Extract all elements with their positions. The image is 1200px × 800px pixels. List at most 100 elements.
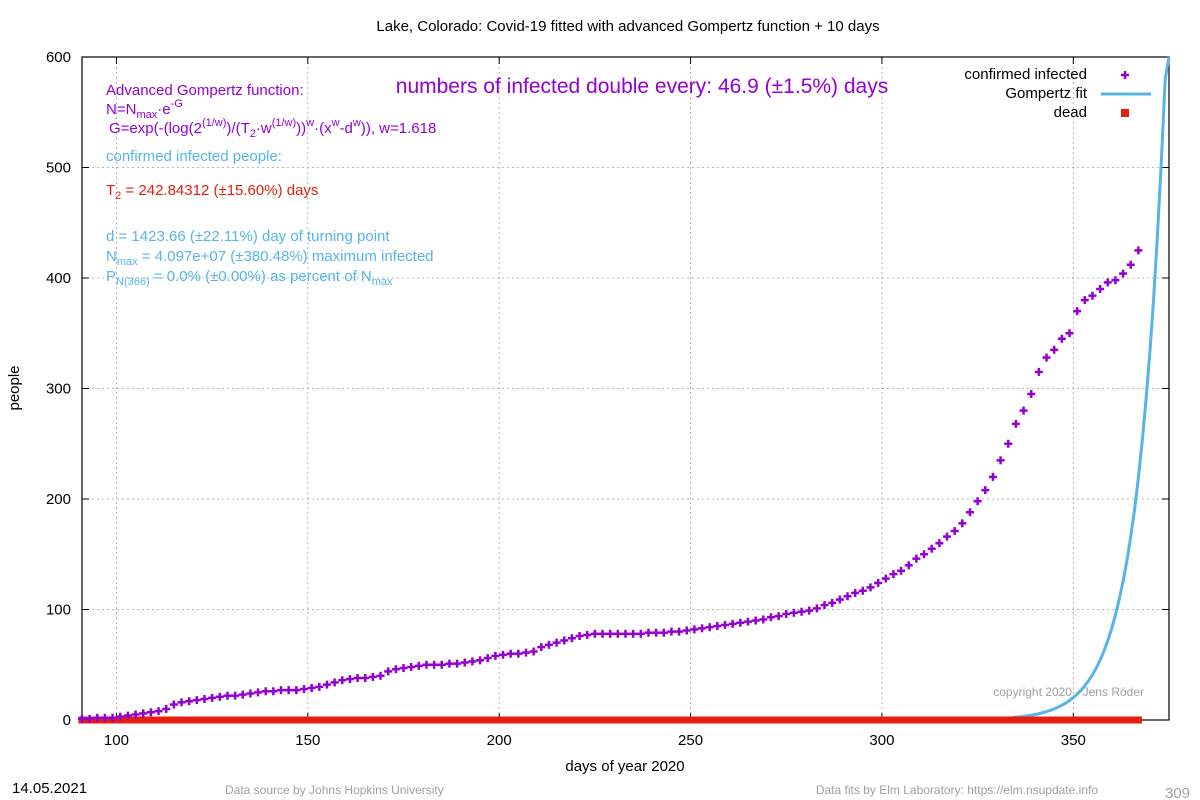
infected-point [652, 628, 661, 637]
infected-point [950, 527, 959, 536]
dead-point [878, 716, 886, 724]
dead-point [1123, 716, 1131, 724]
dead-point [499, 716, 507, 724]
dead-point [576, 716, 584, 724]
x-axis-label: days of year 2020 [565, 758, 684, 775]
infected-point [552, 638, 561, 647]
infected-point [698, 624, 707, 633]
infected-point [897, 566, 906, 575]
dead-point [327, 716, 335, 724]
dead-point [698, 716, 706, 724]
infected-point [162, 704, 171, 713]
dead-point [147, 716, 155, 724]
dead-point [798, 716, 806, 724]
dead-point [514, 716, 522, 724]
dead-point [449, 716, 457, 724]
dead-point [178, 716, 186, 724]
formula-g-part: ·w [256, 120, 272, 137]
dead-point [239, 716, 247, 724]
dead-point [331, 716, 339, 724]
dead-point [361, 716, 369, 724]
formula-g-superscript: (1/w) [272, 117, 296, 129]
dead-point [583, 716, 591, 724]
dead-point [1108, 716, 1116, 724]
infected-point [246, 689, 255, 698]
infected-point [100, 713, 109, 722]
dead-point [1023, 716, 1031, 724]
dead-point [484, 716, 492, 724]
dead-point [556, 716, 564, 724]
dead-point [549, 716, 557, 724]
footer-data-source: Data source by Johns Hopkins University [225, 783, 444, 797]
infected-point [231, 691, 240, 700]
dead-point [296, 716, 304, 724]
dead-point [1000, 716, 1008, 724]
t2-subscript: 2 [115, 190, 121, 202]
dead-point [518, 716, 526, 724]
infected-point [820, 601, 829, 610]
infected-point [476, 656, 485, 665]
infected-point [789, 608, 798, 617]
dead-point [545, 716, 553, 724]
dead-point [652, 716, 660, 724]
dead-point [304, 716, 312, 724]
infected-point [560, 636, 569, 645]
x-tick-label: 100 [104, 732, 129, 749]
infected-point [514, 649, 523, 658]
dead-point [805, 716, 813, 724]
dead-point [174, 716, 182, 724]
infected-point [437, 660, 446, 669]
formula-g-superscript: w [305, 117, 314, 129]
dead-point [1081, 716, 1089, 724]
infected-point [866, 583, 875, 592]
infected-point [874, 578, 883, 587]
formula-g-superscript: (1/w) [202, 117, 226, 129]
dead-point [1031, 716, 1039, 724]
dead-point [1134, 716, 1142, 724]
infected-point [851, 588, 860, 597]
infected-point [93, 713, 102, 722]
dead-point [683, 716, 691, 724]
y-axis-label: people [6, 365, 23, 410]
dead-point [128, 716, 136, 724]
dead-point [1104, 716, 1112, 724]
t2-annotation: T2 = 242.84312 (±15.60%) days [106, 182, 318, 202]
dead-point [235, 716, 243, 724]
dead-point [564, 716, 572, 724]
dead-point [522, 716, 530, 724]
x-tick-label: 350 [1061, 732, 1086, 749]
infected-point [958, 519, 967, 528]
y-tick-label: 500 [46, 160, 71, 177]
dead-point [794, 716, 802, 724]
y-tick-label: 100 [46, 602, 71, 619]
dead-point [625, 716, 633, 724]
dead-point [644, 716, 652, 724]
dead-point [139, 716, 147, 724]
legend-label-fit: Gompertz fit [1005, 85, 1088, 102]
dead-point [365, 716, 373, 724]
dead-point [530, 716, 538, 724]
dead-point [480, 716, 488, 724]
infected-point [828, 598, 837, 607]
dead-point [1127, 716, 1135, 724]
dead-point [771, 716, 779, 724]
dead-point [729, 716, 737, 724]
dead-point [560, 716, 568, 724]
legend-marker-dead [1121, 109, 1129, 117]
dead-point [767, 716, 775, 724]
infected-point [613, 629, 622, 638]
dead-point [162, 716, 170, 724]
dead-point [981, 716, 989, 724]
dead-point [120, 716, 128, 724]
dead-point [208, 716, 216, 724]
infected-point [521, 648, 530, 657]
dead-point [782, 716, 790, 724]
infected-point [912, 554, 921, 563]
dead-point [200, 716, 208, 724]
infected-point [759, 615, 768, 624]
dead-point [759, 716, 767, 724]
infected-point [491, 651, 500, 660]
infected-point [345, 675, 354, 684]
infected-point [453, 659, 462, 668]
